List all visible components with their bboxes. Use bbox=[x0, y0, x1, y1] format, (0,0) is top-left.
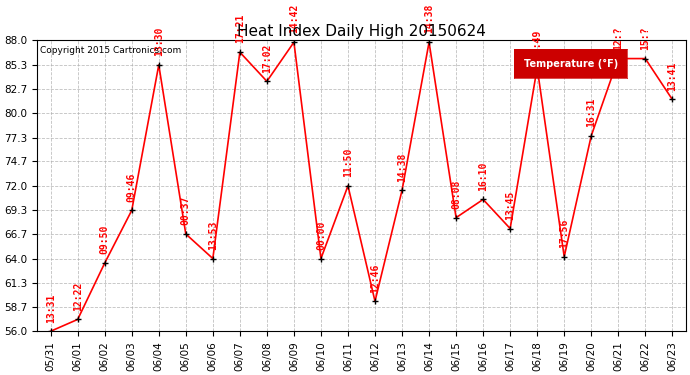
Text: 13:53: 13:53 bbox=[208, 220, 218, 250]
Text: 13:45: 13:45 bbox=[505, 190, 515, 220]
Text: 13:41: 13:41 bbox=[667, 62, 678, 91]
Text: 13:31: 13:31 bbox=[46, 293, 56, 322]
Text: 08:08: 08:08 bbox=[451, 180, 461, 209]
Text: 13:49: 13:49 bbox=[532, 30, 542, 59]
Text: 17:21: 17:21 bbox=[235, 14, 245, 44]
Text: 00:37: 00:37 bbox=[181, 196, 191, 225]
Text: 00:00: 00:00 bbox=[316, 220, 326, 250]
Text: 13:30: 13:30 bbox=[154, 27, 164, 56]
Text: 14:38: 14:38 bbox=[397, 152, 407, 182]
Text: 15:?: 15:? bbox=[640, 26, 650, 50]
Text: 12:22: 12:22 bbox=[72, 281, 83, 311]
Text: 11:50: 11:50 bbox=[343, 148, 353, 177]
Text: 16:10: 16:10 bbox=[478, 161, 488, 191]
Text: 09:50: 09:50 bbox=[100, 225, 110, 254]
Text: 17:02: 17:02 bbox=[262, 43, 272, 73]
Text: Copyright 2015 Cartronics.com: Copyright 2015 Cartronics.com bbox=[41, 46, 181, 55]
Text: 16:31: 16:31 bbox=[586, 98, 596, 127]
Text: 17:56: 17:56 bbox=[559, 219, 569, 248]
Text: 14:38: 14:38 bbox=[424, 4, 434, 33]
Text: 12:46: 12:46 bbox=[370, 263, 380, 292]
Title: Heat Index Daily High 20150624: Heat Index Daily High 20150624 bbox=[237, 24, 486, 39]
Text: 09:46: 09:46 bbox=[127, 172, 137, 202]
Text: 12:?: 12:? bbox=[613, 26, 623, 50]
Text: 14:42: 14:42 bbox=[289, 4, 299, 33]
